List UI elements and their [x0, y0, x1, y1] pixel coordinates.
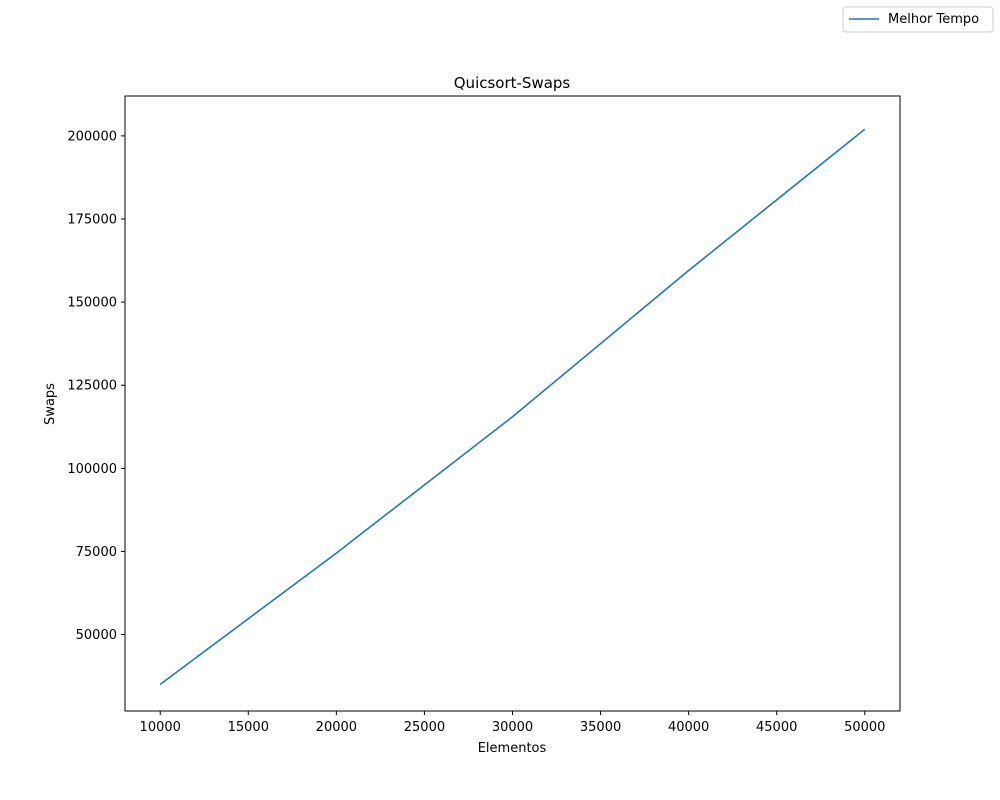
y-axis-label: Swaps: [43, 383, 58, 425]
x-tick-label: 50000: [844, 720, 885, 735]
plot-layer: [159, 128, 866, 686]
y-tick-label: 100000: [67, 462, 117, 477]
series-line-melhor-tempo: [159, 128, 866, 686]
ticks-layer: 10000 15000 20000 25000 30000 35000 40000 45000…: [67, 129, 885, 735]
legend-box: [842, 6, 994, 33]
x-tick-label: 20000: [316, 720, 357, 735]
x-tick-label: 15000: [228, 720, 269, 735]
x-tick-label: 25000: [404, 720, 445, 735]
y-tick-label: 150000: [67, 296, 117, 311]
y-tick-label: 175000: [67, 213, 117, 228]
x-tick-label: 30000: [492, 720, 533, 735]
x-tick-label: 10000: [140, 720, 181, 735]
legend: Melhor Tempo: [842, 6, 994, 33]
y-tick-label: 75000: [76, 545, 117, 560]
x-tick-label: 45000: [756, 720, 797, 735]
legend-entry-melhor-tempo: Melhor Tempo: [888, 12, 979, 27]
chart-title: Quicsort-Swaps: [454, 74, 571, 92]
x-tick-label: 40000: [668, 720, 709, 735]
y-tick-label: 125000: [67, 379, 117, 394]
x-axis-label: Elementos: [478, 741, 547, 756]
x-tick-label: 35000: [580, 720, 621, 735]
plot-frame: [124, 95, 901, 712]
y-tick-label: 50000: [76, 628, 117, 643]
y-tick-label: 200000: [67, 129, 117, 144]
